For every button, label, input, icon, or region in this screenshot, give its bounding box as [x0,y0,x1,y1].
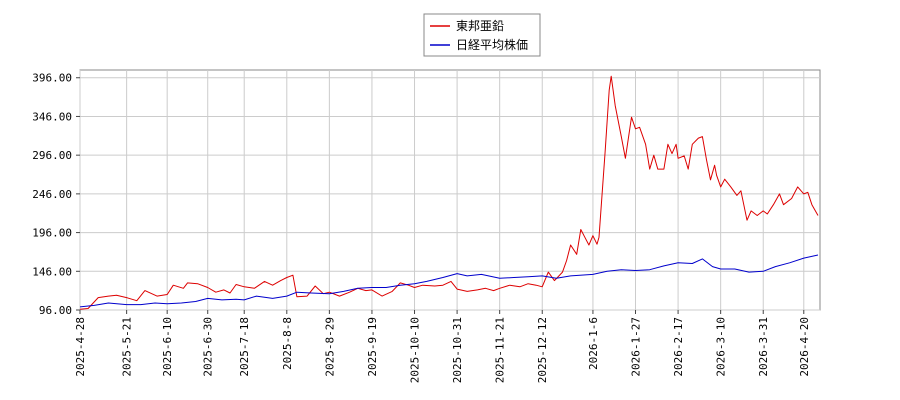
x-tick-label: 2025-10-10 [409,317,422,383]
x-tick-label: 2025-5-21 [121,317,134,377]
y-tick-label: 246.00 [32,188,72,201]
x-axis-ticks: 2025-4-28 2025-5-21 2025-6-10 2025-6-30 2025… [74,310,811,383]
plot-area [79,69,821,311]
legend-box [423,13,541,57]
y-tick-label: 296.00 [32,149,72,162]
grid-lines [79,70,820,311]
y-tick-label: 396.00 [32,72,72,85]
x-tick-label: 2025-4-28 [74,317,87,377]
x-tick-label: 2025-9-19 [366,317,379,377]
x-tick-label: 2026-4-20 [798,317,811,377]
x-tick-label: 2026-3-31 [757,317,770,377]
legend-label-series-1: 日経平均株価 [456,37,528,52]
y-axis-ticks: 96.00 146.00 196.00 246.00 296.00 346.00 396.0… [32,72,80,317]
x-tick-label: 2025-6-30 [202,317,215,377]
legend: 東邦亜鉛 日経平均株価 [423,13,541,57]
y-tick-label: 96.00 [39,304,72,317]
series-line-0 [79,75,819,310]
x-tick-label: 2025-11-21 [494,317,507,383]
x-tick-label: 2026-2-17 [672,317,685,377]
series-lines [79,75,819,310]
y-tick-label: 146.00 [32,265,72,278]
x-tick-label: 2026-3-10 [715,317,728,377]
x-tick-label: 2025-8-8 [281,317,294,370]
x-tick-label: 2025-12-12 [536,317,549,383]
x-tick-label: 2025-8-29 [323,317,336,377]
x-tick-label: 2025-6-10 [161,317,174,377]
x-tick-label: 2026-1-27 [630,317,643,377]
series-line-1 [79,254,819,308]
x-tick-label: 2025-10-31 [451,317,464,383]
y-tick-label: 346.00 [32,110,72,123]
y-tick-label: 196.00 [32,227,72,240]
legend-label-series-0: 東邦亜鉛 [456,19,504,33]
x-tick-label: 2025-7-18 [238,317,251,377]
x-tick-label: 2026-1-6 [587,317,600,370]
